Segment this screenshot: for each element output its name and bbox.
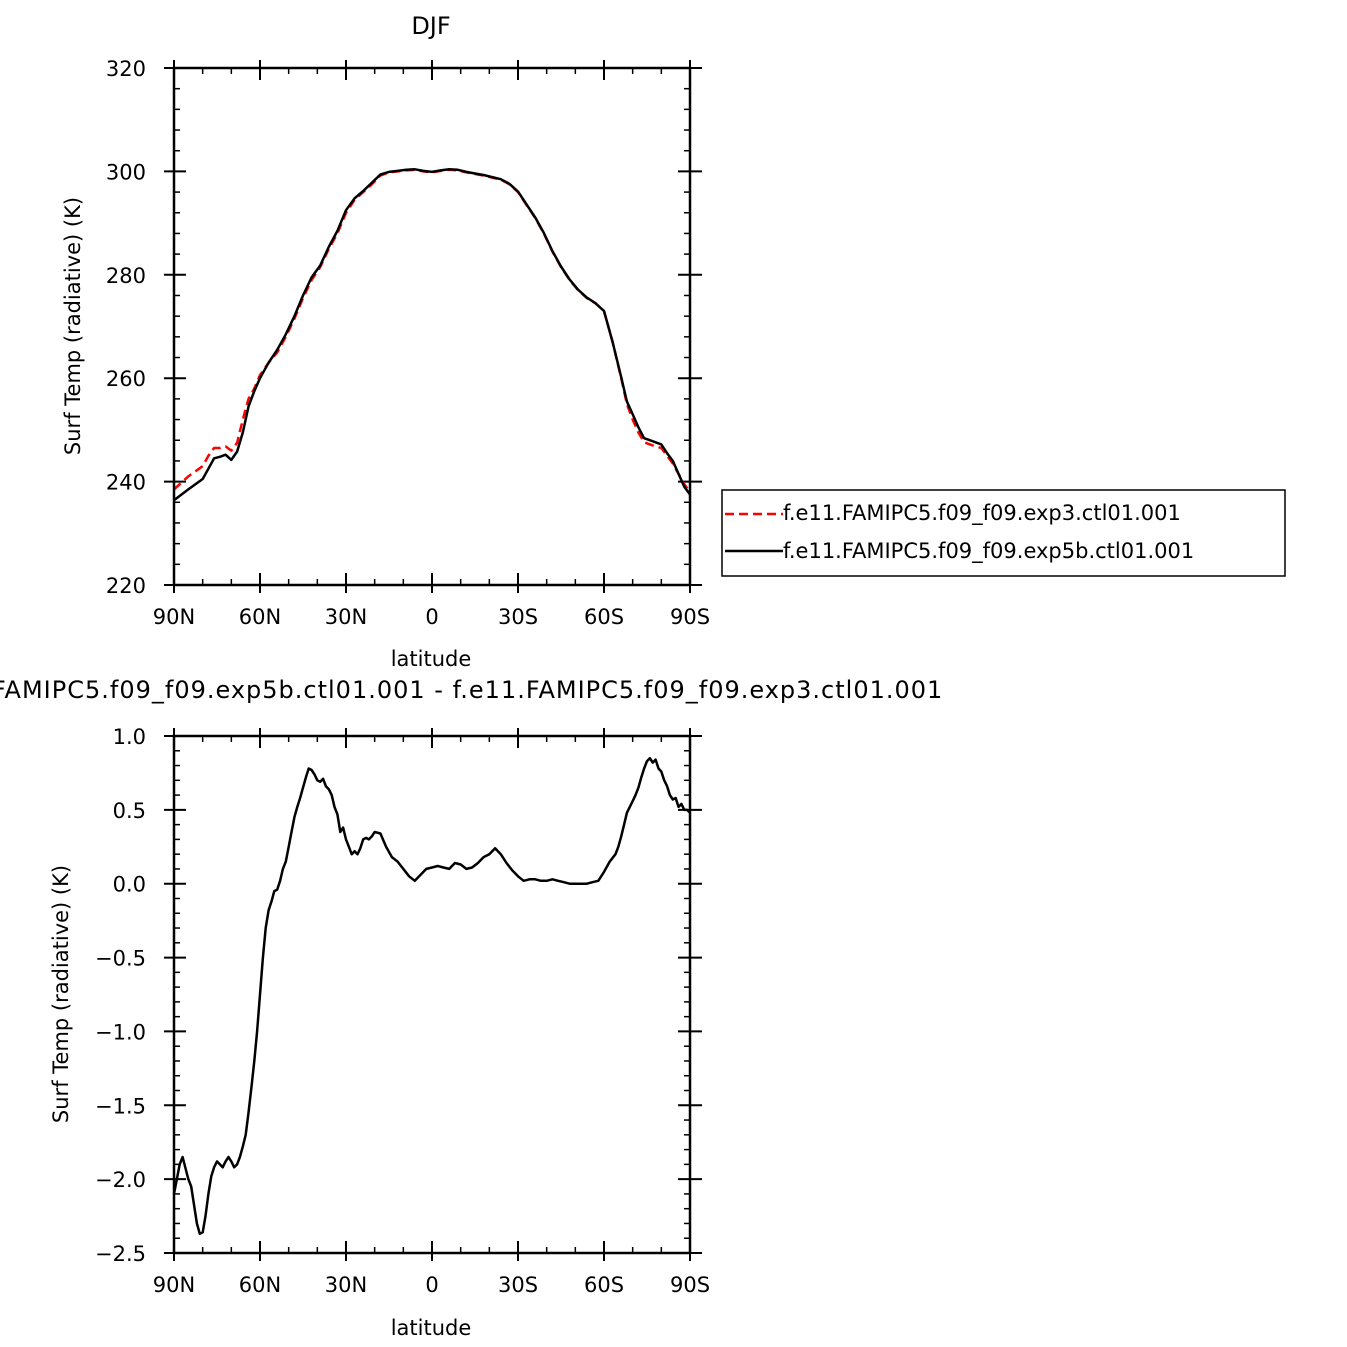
y-tick-label: −1.5 <box>95 1094 146 1118</box>
y-tick-label: −0.5 <box>95 947 146 971</box>
y-tick-label: 320 <box>106 57 146 81</box>
y-tick-label: 220 <box>106 574 146 598</box>
x-tick-label: 60S <box>584 605 624 629</box>
x-tick-label: 30S <box>498 1273 538 1297</box>
x-tick-label: 30S <box>498 605 538 629</box>
top-panel: DJF 90N 60N 30N 0 30S 60S 90S 220 240 260 280 300 3… <box>61 12 710 671</box>
top-series <box>173 168 692 502</box>
x-tick-label: 0 <box>425 605 438 629</box>
x-tick-label: 90N <box>153 605 195 629</box>
legend: f.e11.FAMIPC5.f09_f09.exp3.ctl01.001 f.e… <box>721 489 1286 577</box>
top-plot-frame <box>172 66 692 587</box>
bottom-series <box>172 756 691 1236</box>
y-tick-label: 0.5 <box>113 799 146 823</box>
y-tick-label: 240 <box>106 471 146 495</box>
x-tick-label: 30N <box>325 605 367 629</box>
bottom-plot-frame <box>172 734 692 1255</box>
legend-label-exp5b: f.e11.FAMIPC5.f09_f09.exp5b.ctl01.001 <box>783 539 1194 564</box>
top-y-tick-labels: 220 240 260 280 300 320 <box>106 57 146 598</box>
bottom-ticks <box>164 728 702 1261</box>
top-x-tick-labels: 90N 60N 30N 0 30S 60S 90S <box>153 605 710 629</box>
top-chart-title: DJF <box>411 12 450 40</box>
y-tick-label: 1.0 <box>113 725 146 749</box>
bottom-y-tick-labels: −2.5 −2.0 −1.5 −1.0 −0.5 0.0 0.5 1.0 <box>95 725 146 1266</box>
x-tick-label: 90S <box>670 605 710 629</box>
legend-label-exp3: f.e11.FAMIPC5.f09_f09.exp3.ctl01.001 <box>783 501 1181 526</box>
bottom-x-tick-labels: 90N 60N 30N 0 30S 60S 90S <box>153 1273 710 1297</box>
x-tick-label: 60N <box>239 1273 281 1297</box>
bottom-chart-title: f.e11.FAMIPC5.f09_f09.exp5b.ctl01.001 - … <box>0 676 943 704</box>
top-ticks <box>164 60 702 593</box>
x-tick-label: 0 <box>425 1273 438 1297</box>
x-tick-label: 90S <box>670 1273 710 1297</box>
series-line-exp5b <box>173 168 692 502</box>
y-tick-label: −2.5 <box>95 1242 146 1266</box>
bottom-y-axis-label: Surf Temp (radiative) (K) <box>49 865 73 1123</box>
legend-box <box>721 489 1286 577</box>
x-tick-label: 90N <box>153 1273 195 1297</box>
top-y-axis-label: Surf Temp (radiative) (K) <box>61 197 85 455</box>
y-tick-label: 300 <box>106 160 146 184</box>
x-tick-label: 60S <box>584 1273 624 1297</box>
y-tick-label: −2.0 <box>95 1168 146 1192</box>
series-line-difference <box>172 756 691 1236</box>
y-tick-label: 260 <box>106 367 146 391</box>
x-tick-label: 60N <box>239 605 281 629</box>
bottom-x-axis-label: latitude <box>391 1316 472 1340</box>
y-tick-label: −1.0 <box>95 1020 146 1044</box>
series-line-exp3 <box>173 168 692 493</box>
bottom-panel: f.e11.FAMIPC5.f09_f09.exp5b.ctl01.001 - … <box>0 676 943 1340</box>
x-tick-label: 30N <box>325 1273 367 1297</box>
y-tick-label: 0.0 <box>113 873 146 897</box>
y-tick-label: 280 <box>106 264 146 288</box>
top-x-axis-label: latitude <box>391 647 472 671</box>
